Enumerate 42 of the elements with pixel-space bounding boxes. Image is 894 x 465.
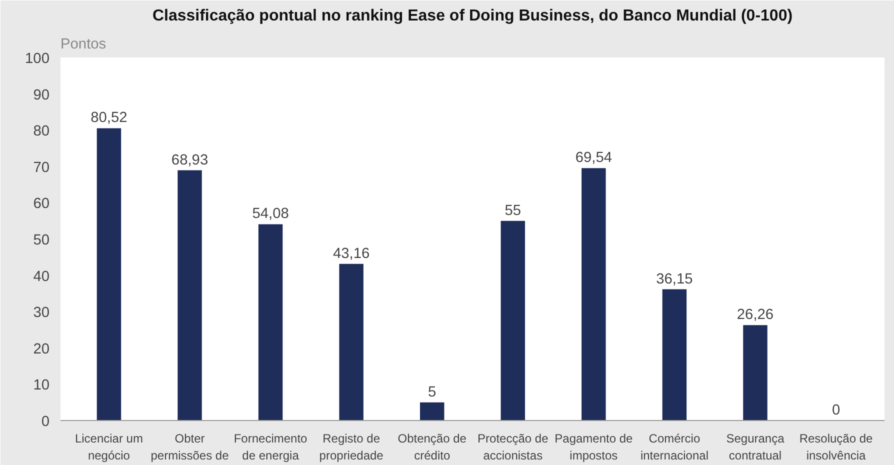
x-tick-label: Registo de propriedade	[319, 432, 384, 462]
bar	[339, 264, 364, 420]
x-tick-label: Pagamento de impostos	[554, 432, 634, 462]
data-label: 54,08	[252, 206, 289, 222]
y-tick-label: 50	[33, 232, 50, 248]
x-tick-label: Protecção de accionistas	[478, 432, 549, 462]
data-label: 69,54	[575, 150, 612, 166]
bar	[420, 402, 444, 420]
data-label: 55	[504, 202, 522, 219]
data-label: 43,16	[332, 246, 370, 262]
y-tick-label: 90	[33, 87, 50, 104]
y-tick-label: 40	[33, 268, 50, 285]
x-tick-label: Obtenção de crédito	[398, 432, 467, 462]
y-tick-label: 70	[33, 160, 50, 176]
y-tick-label: 80	[33, 124, 50, 140]
chart-title: Classificação pontual no ranking Ease of Doing Business, do Banco Mundial (0-100)	[152, 8, 793, 24]
data-label: 80,52	[90, 110, 128, 126]
x-tick-label: Licenciar um negócio	[74, 432, 143, 462]
data-label: 26,26	[736, 307, 774, 324]
data-label: 5	[428, 384, 436, 400]
y-tick-label: 30	[33, 305, 50, 322]
data-label: 68,93	[171, 152, 208, 168]
x-tick-label: Obter permissões de	[150, 432, 230, 462]
bar	[500, 220, 526, 420]
y-tick-label: 0	[41, 414, 50, 430]
x-tick-label: Resolução de insolvência	[799, 432, 874, 462]
bar	[662, 289, 687, 420]
y-tick-label: 100	[25, 51, 50, 67]
data-label: 36,15	[656, 271, 693, 288]
y-tick-label: 10	[33, 378, 50, 394]
bar	[743, 325, 768, 420]
bar	[178, 170, 202, 420]
x-tick-label: Comércio internacional	[640, 432, 708, 462]
y-axis-title: Pontos	[60, 36, 106, 52]
y-tick-label: 60	[33, 196, 50, 212]
x-tick-label: Segurança contratual	[726, 432, 785, 462]
bar	[582, 168, 606, 420]
y-tick-label: 20	[33, 341, 50, 358]
bar	[96, 128, 122, 420]
bar	[258, 224, 283, 420]
data-label: 0	[832, 402, 840, 418]
x-tick-label: Fornecimento de energia	[234, 432, 308, 462]
